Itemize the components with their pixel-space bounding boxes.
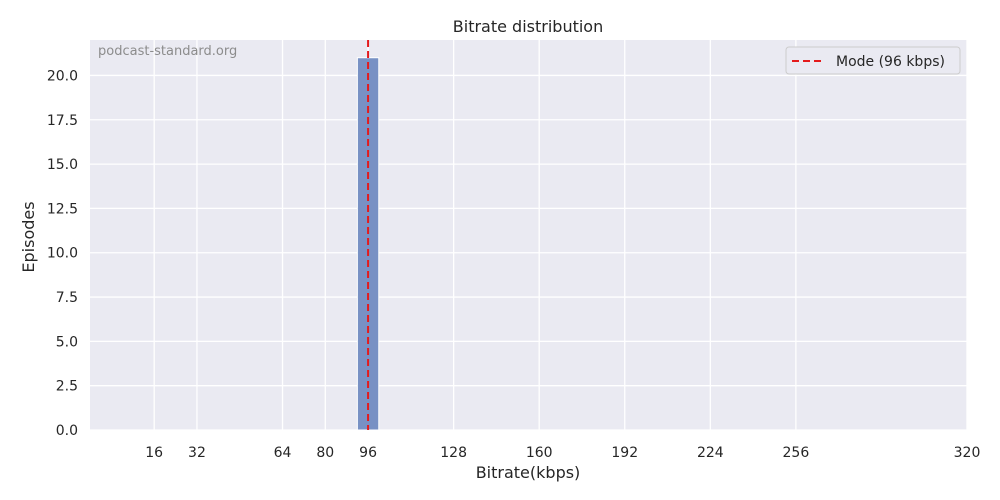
plot-background <box>90 40 967 430</box>
x-tick-label: 16 <box>145 445 163 461</box>
y-tick-label: 20.0 <box>47 68 78 84</box>
legend-box <box>785 46 961 75</box>
legend: Mode (96 kbps) <box>785 46 961 75</box>
x-tick-label: 80 <box>316 445 334 461</box>
x-tick-label: 128 <box>440 445 467 461</box>
legend-label: Mode (96 kbps) <box>836 54 945 70</box>
y-tick-label: 2.5 <box>56 379 78 395</box>
x-tick-label: 256 <box>783 445 810 461</box>
y-tick-label: 17.5 <box>47 113 78 129</box>
x-tick-label: 224 <box>697 445 724 461</box>
watermark-text: podcast-standard.org <box>98 44 237 59</box>
y-tick-label: 12.5 <box>47 201 78 217</box>
y-tick-label: 5.0 <box>56 334 78 350</box>
y-tick-label: 7.5 <box>56 290 78 306</box>
x-tick-label: 32 <box>188 445 206 461</box>
x-tick-label: 320 <box>954 445 981 461</box>
chart-title: Bitrate distribution <box>453 17 603 36</box>
x-axis-label: Bitrate(kbps) <box>476 463 581 482</box>
x-tick-label: 160 <box>526 445 553 461</box>
y-tick-labels: 0.0 2.5 5.0 7.5 10.0 12.5 15.0 17.5 20.0 <box>47 68 78 439</box>
y-tick-label: 10.0 <box>47 246 78 262</box>
y-axis-label: Episodes <box>19 201 38 272</box>
x-tick-label: 192 <box>611 445 638 461</box>
x-tick-label: 96 <box>359 445 377 461</box>
y-tick-label: 15.0 <box>47 157 78 173</box>
x-tick-label: 64 <box>274 445 292 461</box>
y-tick-label: 0.0 <box>56 423 78 439</box>
x-tick-labels: 16 32 64 80 96 128 160 192 224 256 320 <box>145 445 980 461</box>
